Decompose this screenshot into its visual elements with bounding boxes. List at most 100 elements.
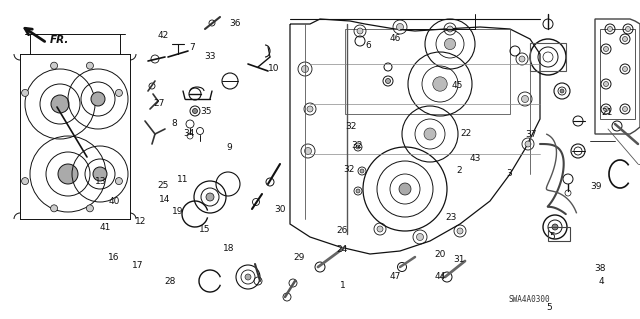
- Circle shape: [22, 178, 29, 185]
- Text: 29: 29: [294, 253, 305, 262]
- Text: 47: 47: [390, 272, 401, 281]
- Circle shape: [604, 47, 609, 51]
- Circle shape: [307, 106, 313, 112]
- Circle shape: [356, 189, 360, 193]
- Text: 16: 16: [108, 253, 120, 262]
- Circle shape: [397, 24, 403, 31]
- Circle shape: [433, 77, 447, 91]
- Circle shape: [193, 108, 198, 114]
- Text: 1: 1: [340, 281, 345, 290]
- Circle shape: [305, 147, 312, 154]
- Bar: [345, 29, 510, 114]
- Text: 25: 25: [157, 181, 169, 190]
- Text: 23: 23: [445, 213, 457, 222]
- Text: 35: 35: [200, 107, 212, 115]
- Circle shape: [356, 145, 360, 149]
- Text: 28: 28: [164, 277, 175, 286]
- Text: 9: 9: [227, 143, 232, 152]
- Circle shape: [522, 95, 529, 102]
- Text: 5: 5: [550, 232, 555, 241]
- Text: 26: 26: [337, 226, 348, 235]
- Text: 18: 18: [223, 244, 235, 253]
- Text: 17: 17: [132, 261, 143, 270]
- Circle shape: [357, 28, 363, 34]
- Text: 20: 20: [435, 250, 446, 259]
- Circle shape: [457, 228, 463, 234]
- Text: 42: 42: [157, 31, 169, 40]
- Text: 11: 11: [177, 175, 188, 184]
- Text: 22: 22: [460, 129, 472, 138]
- Text: 45: 45: [452, 81, 463, 90]
- Circle shape: [560, 89, 564, 93]
- Text: 40: 40: [108, 197, 120, 206]
- Circle shape: [22, 89, 29, 96]
- Circle shape: [399, 183, 411, 195]
- Circle shape: [604, 107, 609, 112]
- Text: 7: 7: [189, 43, 195, 52]
- Bar: [548, 227, 570, 241]
- Circle shape: [623, 36, 627, 41]
- Text: 37: 37: [525, 130, 537, 139]
- Circle shape: [625, 26, 630, 32]
- Text: 21: 21: [601, 108, 612, 117]
- Text: 24: 24: [337, 245, 348, 254]
- Circle shape: [58, 164, 78, 184]
- Circle shape: [51, 62, 58, 69]
- Circle shape: [623, 66, 627, 71]
- Circle shape: [444, 38, 456, 49]
- Bar: [530, 43, 566, 71]
- Text: 13: 13: [95, 177, 107, 186]
- Circle shape: [86, 62, 93, 69]
- Text: 10: 10: [268, 64, 280, 73]
- Circle shape: [604, 81, 609, 86]
- Text: 2: 2: [457, 166, 462, 175]
- Text: 32: 32: [351, 141, 363, 150]
- Circle shape: [86, 205, 93, 212]
- Text: 3: 3: [506, 169, 511, 178]
- Circle shape: [360, 169, 364, 173]
- Text: 19: 19: [172, 207, 184, 216]
- Text: 30: 30: [275, 205, 286, 214]
- Text: 32: 32: [345, 122, 356, 130]
- Text: 44: 44: [435, 272, 446, 281]
- Circle shape: [115, 178, 122, 185]
- Circle shape: [525, 141, 531, 147]
- Text: 4: 4: [599, 277, 604, 286]
- Circle shape: [93, 167, 107, 181]
- Text: 6: 6: [365, 41, 371, 50]
- Circle shape: [115, 89, 122, 96]
- Text: SWA4A0300: SWA4A0300: [509, 295, 550, 304]
- Circle shape: [51, 205, 58, 212]
- Text: 15: 15: [199, 225, 211, 234]
- Circle shape: [552, 224, 558, 230]
- Circle shape: [245, 274, 251, 280]
- Text: 39: 39: [591, 182, 602, 191]
- Circle shape: [519, 56, 525, 62]
- Circle shape: [607, 26, 612, 32]
- Circle shape: [623, 107, 627, 112]
- Text: 46: 46: [390, 34, 401, 43]
- Circle shape: [417, 234, 424, 241]
- Circle shape: [377, 226, 383, 232]
- Text: 14: 14: [159, 195, 171, 204]
- Circle shape: [424, 128, 436, 140]
- Text: 12: 12: [135, 217, 147, 226]
- Text: 36: 36: [230, 19, 241, 28]
- Bar: [600, 29, 635, 119]
- Text: 8: 8: [172, 119, 177, 128]
- Text: 27: 27: [153, 99, 164, 108]
- Text: 43: 43: [469, 154, 481, 163]
- Text: 41: 41: [100, 223, 111, 232]
- Text: 5: 5: [547, 303, 552, 312]
- Circle shape: [301, 65, 308, 72]
- Text: 34: 34: [183, 129, 195, 138]
- Text: 31: 31: [454, 256, 465, 264]
- Circle shape: [51, 95, 69, 113]
- Circle shape: [385, 78, 390, 84]
- Text: FR.: FR.: [50, 35, 69, 45]
- Circle shape: [447, 26, 453, 32]
- Text: 32: 32: [343, 165, 355, 174]
- Text: 38: 38: [595, 264, 606, 273]
- Text: 33: 33: [204, 52, 216, 61]
- Circle shape: [91, 92, 105, 106]
